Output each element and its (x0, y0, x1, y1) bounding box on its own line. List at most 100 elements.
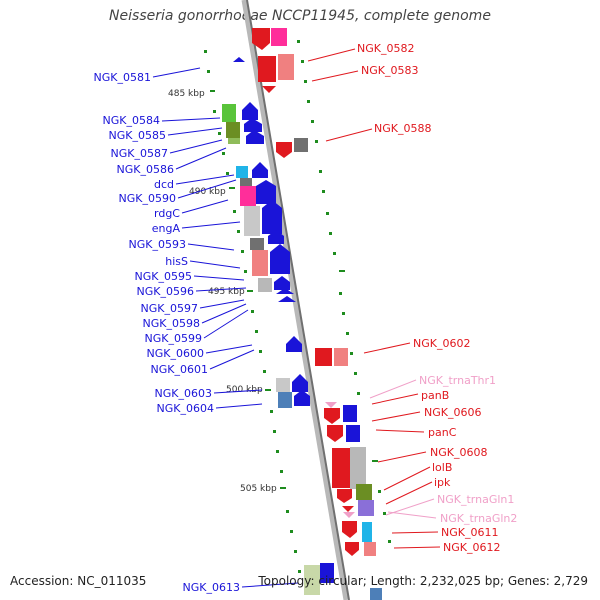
feature-arrow (324, 408, 340, 424)
feature-arrow (242, 102, 258, 120)
feature-arrow (276, 288, 294, 294)
gene-label[interactable]: NGK_0585 (109, 129, 166, 142)
left-gene-labels: NGK_0581 NGK_0584 NGK_0585 NGK_0587 NGK_… (94, 71, 240, 594)
gene-label[interactable]: NGK_0581 (94, 71, 151, 84)
gene-label[interactable]: NGK_0602 (413, 337, 470, 350)
feature-box (343, 405, 357, 422)
feature-box (271, 28, 287, 46)
feature-box (278, 392, 292, 408)
gene-label[interactable]: lolB (432, 461, 452, 474)
feature-arrow (262, 86, 276, 93)
feature-box (228, 138, 240, 144)
feature-box (362, 522, 372, 542)
feature-arrow (252, 28, 270, 50)
gene-label[interactable]: dcd (154, 178, 174, 191)
forward-strand-features (252, 28, 376, 556)
feature-box (258, 56, 276, 82)
gene-label[interactable]: NGK_0608 (430, 446, 487, 459)
gene-label[interactable]: NGK_trnaThr1 (419, 374, 496, 387)
scale-label: 490 kbp (189, 187, 226, 197)
feature-box (276, 378, 290, 392)
scale-label: 495 kbp (208, 287, 245, 297)
feature-arrow (268, 230, 284, 244)
feature-box (250, 238, 264, 250)
map-title: Neisseria gonorrhoeae NCCP11945, complet… (109, 8, 491, 24)
gene-label[interactable]: NGK_0613 (183, 581, 240, 594)
gene-label[interactable]: hisS (165, 255, 188, 268)
gene-label[interactable]: NGK_0600 (147, 347, 204, 360)
gene-label[interactable]: NGK_0593 (129, 238, 186, 251)
feature-arrow (246, 130, 264, 144)
gene-label[interactable]: NGK_trnaGln1 (437, 493, 514, 506)
feature-arrow (274, 276, 290, 290)
gene-label[interactable]: NGK_0606 (424, 406, 481, 419)
gene-label[interactable]: NGK_0595 (135, 270, 192, 283)
feature-box (358, 500, 374, 516)
scale-label: 485 kbp (168, 89, 205, 99)
feature-arrow (244, 118, 262, 132)
genome-backbone-edge (246, 0, 350, 600)
gene-label[interactable]: NGK_0598 (143, 317, 200, 330)
feature-arrow (252, 162, 268, 178)
feature-box (258, 278, 272, 292)
feature-box (350, 447, 366, 489)
feature-box (356, 484, 372, 500)
gene-label[interactable]: NGK_0582 (357, 42, 414, 55)
gene-label[interactable]: NGK_0586 (117, 163, 174, 176)
feature-arrow (233, 57, 245, 62)
feature-arrow (270, 244, 290, 274)
gene-label[interactable]: panB (421, 389, 449, 402)
gene-label[interactable]: rdgC (154, 207, 180, 220)
gene-label[interactable]: NGK_trnaGln2 (440, 512, 517, 525)
feature-box (294, 138, 308, 152)
scale-ticks (204, 40, 391, 573)
feature-box (240, 186, 256, 206)
gene-label[interactable]: NGK_0599 (145, 332, 202, 345)
gene-label[interactable]: engA (152, 222, 181, 235)
right-gene-labels: NGK_0582 NGK_0583 NGK_0588 NGK_0602 NGK_… (357, 42, 517, 554)
gene-label[interactable]: NGK_0583 (361, 64, 418, 77)
left-leader-lines (152, 67, 299, 588)
feature-box (346, 425, 360, 442)
gene-label[interactable]: NGK_0601 (151, 363, 208, 376)
feature-box (332, 448, 350, 488)
feature-arrow (276, 142, 292, 158)
reverse-strand-features (222, 57, 382, 600)
feature-arrow (278, 296, 296, 302)
feature-arrow (342, 506, 354, 512)
feature-box (320, 563, 334, 583)
feature-box (315, 348, 332, 366)
scale-label: 505 kbp (240, 484, 277, 494)
feature-arrow (345, 542, 359, 556)
feature-box (226, 122, 240, 138)
feature-box (244, 206, 260, 236)
feature-box (236, 166, 248, 178)
feature-arrow (327, 425, 343, 442)
gene-label[interactable]: NGK_0587 (111, 147, 168, 160)
feature-arrow (286, 336, 302, 352)
accession-label: Accession: NC_011035 (10, 574, 147, 588)
gene-label[interactable]: NGK_0612 (443, 541, 500, 554)
trna-leader-lines (369, 379, 437, 519)
gene-label[interactable]: ipk (434, 476, 451, 489)
feature-arrow (342, 521, 357, 538)
feature-arrow (292, 374, 308, 392)
feature-arrow (343, 512, 355, 518)
gene-label[interactable]: panC (428, 426, 457, 439)
gene-label[interactable]: NGK_0604 (157, 402, 214, 415)
gene-label[interactable]: NGK_0611 (441, 526, 498, 539)
feature-arrow (294, 390, 310, 406)
feature-box (304, 565, 320, 595)
scale-label: 500 kbp (226, 385, 263, 395)
gene-label[interactable]: NGK_0603 (155, 387, 212, 400)
gene-label[interactable]: NGK_0584 (103, 114, 160, 127)
feature-box (370, 588, 382, 600)
feature-box (222, 104, 236, 122)
feature-box (334, 348, 348, 366)
feature-box (252, 250, 268, 276)
gene-label[interactable]: NGK_0596 (137, 285, 194, 298)
gene-label[interactable]: NGK_0588 (374, 122, 431, 135)
gene-label[interactable]: NGK_0590 (119, 192, 176, 205)
gene-label[interactable]: NGK_0597 (141, 302, 198, 315)
